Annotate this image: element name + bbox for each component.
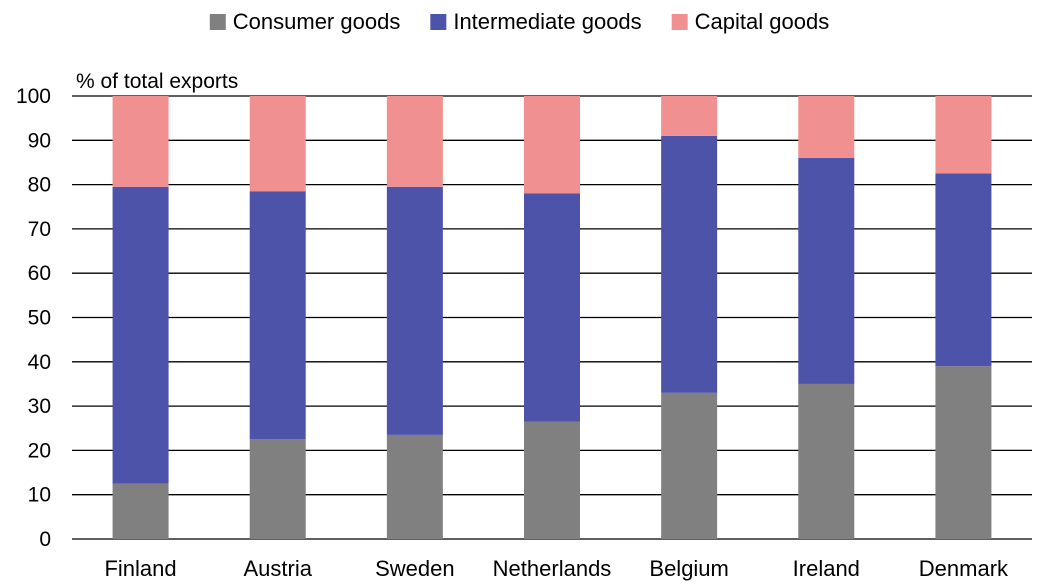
- y-tick-label: 70: [28, 218, 51, 241]
- bar-segment: [935, 173, 992, 367]
- y-tick-label: 50: [28, 307, 51, 330]
- bar-segment: [524, 193, 580, 422]
- bar-segment: [524, 96, 580, 194]
- bar-segment: [249, 96, 306, 192]
- y-tick-label: 100: [16, 85, 51, 108]
- bar-segment: [112, 186, 169, 484]
- bar-segment: [935, 366, 992, 539]
- x-tick-label: Belgium: [649, 556, 728, 581]
- x-tick-label: Sweden: [375, 556, 455, 581]
- bar-segment: [661, 135, 718, 393]
- y-axis-label: % of total exports: [76, 70, 238, 93]
- legend-item: Consumer goods: [209, 9, 401, 34]
- bar-segment: [935, 96, 992, 174]
- legend-swatch: [430, 14, 447, 30]
- bar-segment: [386, 96, 443, 187]
- legend-swatch: [209, 14, 226, 30]
- y-tick-label: 0: [39, 528, 51, 551]
- y-tick-label: 10: [28, 484, 51, 507]
- bar-segment: [112, 483, 169, 539]
- bars: [112, 96, 992, 539]
- legend: Consumer goods Intermediate goods Capital …: [209, 9, 830, 34]
- bar-segment: [249, 191, 306, 440]
- y-tick-label: 80: [28, 174, 51, 197]
- legend-item: Capital goods: [671, 9, 830, 34]
- bar-segment: [661, 392, 718, 539]
- bar-segment: [249, 439, 306, 539]
- y-tick-label: 90: [28, 129, 51, 152]
- x-axis-labels: Finland Austria Sweden Netherlands Belgium Ir…: [104, 556, 1009, 581]
- bar-segment: [798, 383, 855, 539]
- x-tick-label: Austria: [243, 556, 312, 581]
- x-tick-label: Ireland: [793, 556, 860, 581]
- legend-item: Intermediate goods: [430, 9, 642, 34]
- bar-segment: [524, 421, 580, 539]
- x-tick-label: Denmark: [919, 556, 1009, 581]
- bar-segment: [798, 96, 855, 159]
- legend-label: Consumer goods: [233, 9, 401, 34]
- y-tick-label: 20: [28, 439, 51, 462]
- bar-segment: [798, 158, 855, 384]
- x-tick-label: Finland: [104, 556, 176, 581]
- y-tick-label: 60: [28, 262, 51, 285]
- legend-swatch: [671, 14, 688, 30]
- y-tick-label: 30: [28, 395, 51, 418]
- bar-segment: [386, 186, 443, 435]
- x-tick-label: Netherlands: [493, 556, 612, 581]
- bar-segment: [112, 96, 169, 187]
- legend-label: Intermediate goods: [453, 9, 641, 34]
- legend-label: Capital goods: [695, 9, 830, 34]
- y-tick-label: 40: [28, 351, 51, 374]
- y-axis-ticks: 0 10 20 30 40 50 60 70 80 90 100: [16, 85, 51, 551]
- bar-segment: [661, 96, 718, 136]
- bar-segment: [386, 434, 443, 539]
